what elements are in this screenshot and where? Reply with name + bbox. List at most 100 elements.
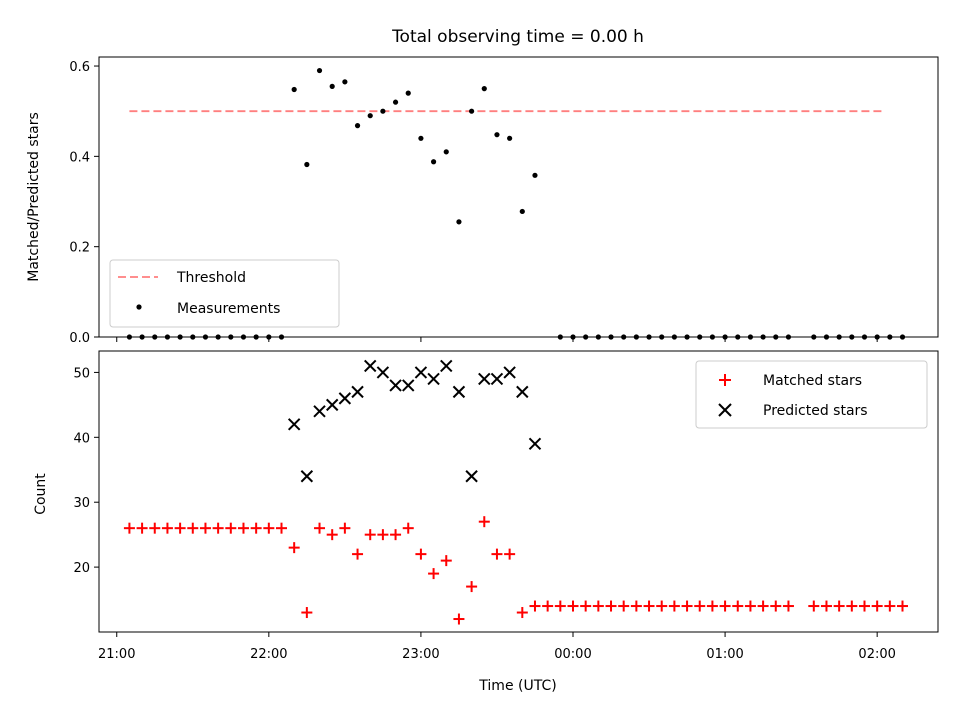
matched-star-marker <box>820 600 832 612</box>
bottom-x-tick-label: 22:00 <box>250 647 287 662</box>
matched-star-marker <box>884 600 896 612</box>
measurement-point <box>240 334 247 340</box>
measurement-point <box>836 334 842 340</box>
matched-star-marker <box>161 522 173 534</box>
measurement-point <box>456 219 462 225</box>
matched-star-marker <box>491 548 503 560</box>
measurement-point <box>392 99 399 105</box>
matched-star-marker <box>301 607 313 619</box>
matched-star-marker <box>529 600 541 612</box>
predicted-star-marker <box>503 366 516 379</box>
measurement-point <box>494 132 500 138</box>
measurement-point <box>684 334 690 340</box>
legend-measurements-swatch <box>136 304 142 310</box>
legend-threshold-label: Threshold <box>176 270 246 286</box>
bottom-x-tick-label: 02:00 <box>858 647 895 662</box>
matched-star-marker <box>415 548 427 560</box>
measurement-point <box>823 334 830 340</box>
legend-matched-swatch <box>719 374 731 386</box>
matched-star-marker <box>897 600 909 612</box>
measurement-point <box>126 334 133 340</box>
measurement-point <box>443 149 449 155</box>
top-y-tick-label: 0.0 <box>69 331 90 346</box>
matched-star-marker <box>542 600 554 612</box>
measurement-point <box>481 86 487 92</box>
top-legend-box <box>109 259 340 328</box>
matched-star-marker <box>782 600 794 612</box>
measurement-point <box>861 334 868 340</box>
matched-star-marker <box>732 600 744 612</box>
matched-star-marker <box>187 522 199 534</box>
matched-star-marker <box>402 522 414 534</box>
measurement-point <box>253 334 259 340</box>
measurement-point <box>722 334 728 340</box>
matched-star-marker <box>453 613 465 625</box>
bottom-x-tick-label: 00:00 <box>554 647 591 662</box>
predicted-star-marker <box>478 372 491 386</box>
measurement-point <box>291 86 297 93</box>
matched-star-marker <box>630 600 642 612</box>
measurement-point <box>202 334 209 340</box>
bottom-panel-frame <box>98 350 939 633</box>
matched-star-marker <box>352 548 364 560</box>
predicted-star-marker <box>427 372 440 386</box>
matched-star-marker <box>833 600 845 612</box>
matched-star-marker <box>770 600 782 612</box>
predicted-star-marker <box>351 385 364 399</box>
measurement-point <box>659 334 665 340</box>
measurement-point <box>557 334 563 340</box>
measurement-point <box>811 334 817 340</box>
top-y-axis-label: Matched/Predicted stars <box>26 112 42 282</box>
measurement-point <box>418 135 424 141</box>
measurement-point <box>697 334 703 340</box>
predicted-star-marker <box>364 359 377 373</box>
matched-star-marker <box>174 522 186 534</box>
top-y-tick-label: 0.2 <box>69 241 90 256</box>
measurement-points <box>126 67 906 340</box>
measurement-point <box>760 334 766 340</box>
bottom-legend: Matched stars Predicted stars <box>695 360 928 429</box>
matched-star-marker <box>580 600 592 612</box>
matched-star-marker <box>466 581 478 593</box>
measurement-point <box>316 67 323 74</box>
matched-star-marker <box>618 600 630 612</box>
matched-star-marker <box>719 600 731 612</box>
measurement-point <box>139 334 145 340</box>
predicted-star-marker <box>287 418 301 431</box>
matched-star-marker <box>199 522 211 534</box>
matched-star-marker <box>757 600 769 612</box>
bottom-x-axis: 21:00 22:00 23:00 00:00 01:00 02:00 <box>98 632 896 662</box>
measurement-point <box>621 334 627 340</box>
measurement-point <box>164 334 171 340</box>
measurement-point <box>342 79 348 85</box>
matched-star-marker <box>858 600 870 612</box>
legend-predicted-swatch <box>718 403 732 417</box>
matched-star-marker <box>377 529 389 541</box>
measurement-point <box>228 334 234 340</box>
predicted-star-marker <box>414 366 428 379</box>
measurement-point <box>747 334 754 340</box>
matched-star-marker <box>808 600 820 612</box>
matched-star-marker <box>656 600 668 612</box>
measurement-point <box>849 334 855 340</box>
matched-star-marker <box>592 600 604 612</box>
measurement-point <box>266 334 272 340</box>
top-panel-frame <box>98 56 939 338</box>
predicted-star-marker <box>490 372 504 386</box>
measurement-point <box>329 83 335 89</box>
predicted-star-marker <box>440 359 453 373</box>
legend-predicted-label: Predicted stars <box>763 403 868 419</box>
matched-star-marker <box>149 522 161 534</box>
measurement-point <box>430 159 437 165</box>
measurement-point <box>367 113 373 119</box>
measurement-point <box>646 334 652 340</box>
matched-star-marker <box>643 600 655 612</box>
measurement-point <box>405 90 411 96</box>
measurement-point <box>887 334 893 340</box>
measurement-point <box>380 108 386 114</box>
measurement-point <box>608 334 614 340</box>
measurement-point <box>532 172 538 178</box>
bottom-y-axis: 20 30 40 50 <box>73 366 99 576</box>
bottom-x-tick-label: 23:00 <box>402 647 439 662</box>
